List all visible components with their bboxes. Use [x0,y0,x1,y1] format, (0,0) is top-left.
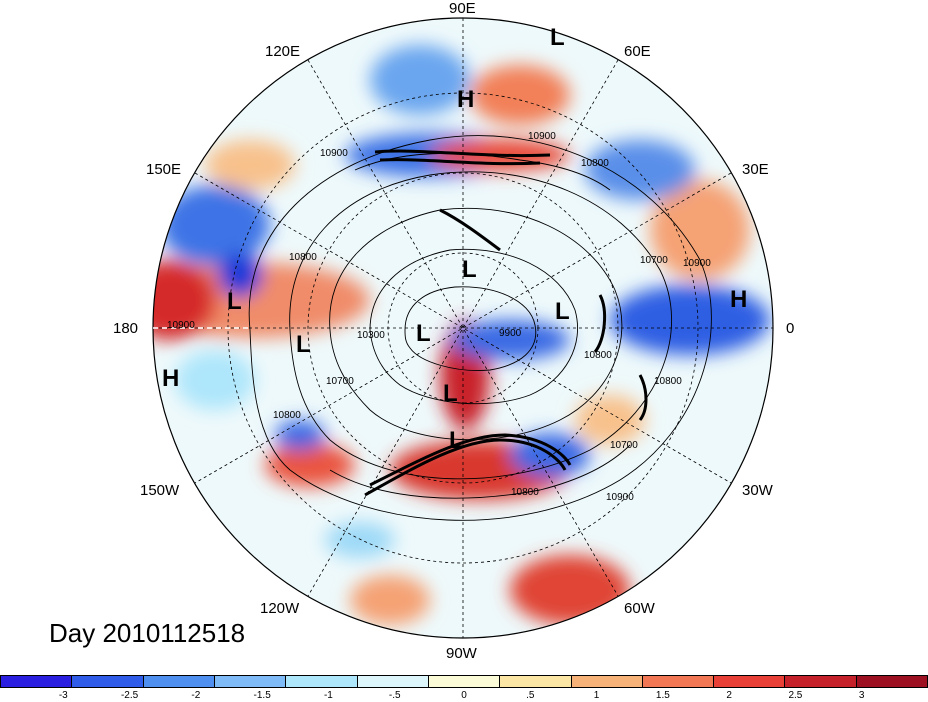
contour-label: 10800 [654,376,682,387]
colorbar-swatch [1,676,73,687]
pressure-system-label: L [449,427,464,454]
colorbar-tick-label: 2.5 [788,690,803,701]
colorbar-tick-label: -3 [58,690,68,701]
colorbar-tick-label: 1 [593,690,600,701]
contour-label: 10900 [528,131,556,142]
pressure-system-label: L [550,24,565,51]
contour-label: 10800 [584,350,612,361]
contour-label: 10900 [606,492,634,503]
colorbar-tick-label: -1.5 [253,690,271,701]
lon-label-60e: 60E [624,43,651,60]
contour-label: 10800 [273,410,301,421]
contour-label: 10700 [640,255,668,266]
contour-label: 10700 [610,440,638,451]
contour-label: 10800 [511,487,539,498]
pressure-system-label: H [730,286,748,313]
pressure-system-label: L [443,380,458,407]
colorbar-swatch [571,676,643,687]
pressure-system-label: L [296,331,311,358]
colorbar-tick-label: -2 [191,690,201,701]
graticule [153,18,773,638]
height-contours [248,135,712,521]
colorbar-tick-label: -1 [323,690,333,701]
lon-label-150e: 150E [146,161,182,178]
colorbar-tick-label: 1.5 [655,690,670,701]
colorbar-swatch [357,676,429,687]
lon-label-120e: 120E [265,43,301,60]
lon-label-150w: 150W [140,482,180,499]
jet-contours [364,149,648,497]
lon-label-90e: 90E [449,0,476,17]
colorbar-tick-label: 0 [461,690,467,701]
contour-label: 10900 [320,148,348,159]
lon-label-30w: 30W [742,482,773,499]
colorbar-swatch [856,676,928,687]
contour-label: 10700 [326,376,354,387]
anomaly-field [153,45,770,625]
colorbar-swatch [785,676,857,687]
colorbar-swatch [72,676,144,687]
colorbar-swatch [286,676,358,687]
contour-label: 10800 [289,252,317,263]
contour-label: 10800 [581,158,609,169]
colorbar [0,675,928,688]
lon-label-120w: 120W [260,600,300,617]
pressure-system-label: L [462,256,477,283]
colorbar-tick-label: 2 [726,690,732,701]
lon-label-60w: 60W [624,600,655,617]
lon-label-90w: 90W [446,645,477,662]
pressure-system-label: L [416,320,431,347]
colorbar-swatch [143,676,215,687]
map-title: Day 2010112518 [49,618,246,648]
lon-label-30e: 30E [742,161,769,178]
pressure-system-label: H [162,365,180,392]
pressure-system-label: L [227,288,242,315]
contour-label: 10900 [683,258,711,269]
contour-label: 10300 [357,330,385,341]
colorbar-swatch [428,676,501,687]
lon-label-0: 0 [786,320,795,337]
colorbar-swatch [642,676,715,687]
pressure-system-label: H [457,86,475,113]
colorbar-swatch [214,676,287,687]
contour-label: 9900 [499,328,522,339]
colorbar-tick-label: -.5 [388,690,401,701]
colorbar-tick-label: .5 [526,690,535,701]
colorbar-swatch [500,676,572,687]
pressure-system-label: L [555,298,570,325]
colorbar-swatch [714,676,786,687]
colorbar-tick-labels: -3 -2.5 -2 -1.5 -1 -.5 0 .5 1 1.5 2 2.5 3 [0,690,928,702]
colorbar-tick-label: 3 [858,690,865,701]
contour-label: 10900 [167,320,195,331]
lon-label-180: 180 [113,320,139,337]
colorbar-tick-label: -2.5 [120,690,139,701]
